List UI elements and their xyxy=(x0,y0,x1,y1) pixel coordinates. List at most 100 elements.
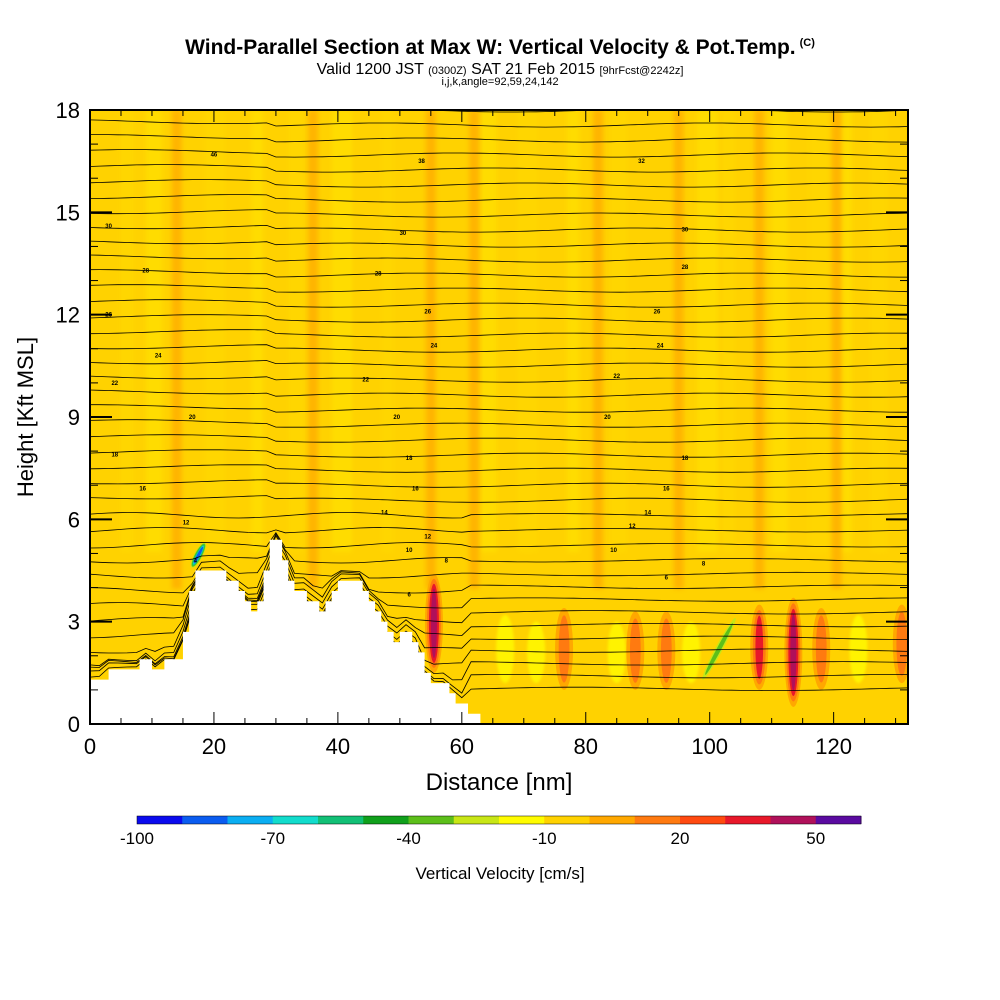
theta-contour-line xyxy=(90,329,908,338)
weak-band xyxy=(204,110,225,553)
theta-contour-line xyxy=(90,299,908,308)
theta-contour-label: 12 xyxy=(629,524,636,530)
theta-contour-label: 18 xyxy=(682,456,689,462)
theta-contour-line xyxy=(90,119,908,128)
colorbar-swatch xyxy=(408,816,455,824)
colorbar-tick-label: -10 xyxy=(532,829,557,848)
colorbar: -100 -70 -40 -10 20 50 xyxy=(120,815,862,848)
theta-contour-line xyxy=(90,149,908,158)
downdraft-column xyxy=(193,546,204,564)
theta-contour-label: 24 xyxy=(431,343,438,349)
x-tick-label: 20 xyxy=(202,734,226,759)
terrain xyxy=(90,539,908,724)
theta-contour-line xyxy=(90,134,908,143)
theta-contour-label: 28 xyxy=(682,265,689,271)
colorbar-title: Vertical Velocity [cm/s] xyxy=(415,864,585,883)
theta-contour-line xyxy=(90,90,908,97)
y-tick-label: 9 xyxy=(68,405,80,430)
theta-contour-label: 4 xyxy=(194,558,198,564)
weak-band xyxy=(840,110,853,553)
updraft-column xyxy=(790,614,797,691)
theta-contour-line xyxy=(90,224,908,233)
colorbar-swatch xyxy=(770,816,817,824)
moderate-band xyxy=(593,110,604,589)
weak-band xyxy=(871,110,888,553)
theta-contour-label: 8 xyxy=(445,558,449,564)
theta-contour-line xyxy=(90,164,908,173)
colorbar-tick-label: -40 xyxy=(396,829,421,848)
colorbar-tick-label: -100 xyxy=(120,829,154,848)
weak-band xyxy=(567,110,580,553)
theta-contour-label: 22 xyxy=(111,381,118,387)
weak-band xyxy=(771,110,788,553)
theta-contour-line xyxy=(90,419,908,428)
theta-contour-label: 28 xyxy=(375,272,382,278)
theta-contour-label: 28 xyxy=(142,268,149,274)
theta-contour-label: 20 xyxy=(393,415,400,421)
colorbar-swatch xyxy=(453,816,500,824)
weak-band xyxy=(121,110,134,553)
weak-band xyxy=(145,110,162,553)
colorbar-swatch xyxy=(680,816,726,824)
weak-updraft-cell xyxy=(849,614,868,684)
terrain-mask xyxy=(90,539,908,724)
theta-contour-label: 38 xyxy=(418,159,425,165)
x-tick-label: 80 xyxy=(574,734,598,759)
theta-contour-label: 30 xyxy=(105,224,112,230)
theta-contour-line xyxy=(90,479,908,488)
theta-contour-line xyxy=(90,404,908,413)
weak-band xyxy=(480,110,497,553)
theta-contour-line xyxy=(90,269,908,278)
valid-time-line: Valid 1200 JST (0300Z) SAT 21 Feb 2015 [… xyxy=(0,61,1000,79)
theta-contour-line xyxy=(90,194,908,203)
theta-contour-label: 12 xyxy=(424,534,431,540)
updraft-column xyxy=(558,615,570,683)
colorbar-swatch xyxy=(634,816,681,824)
theta-contour-label: 18 xyxy=(111,453,118,459)
colorbar-tick-label: -70 xyxy=(260,829,285,848)
valid-time-prefix: Valid 1200 JST xyxy=(316,61,424,78)
theta-contour-line xyxy=(90,434,908,443)
x-axis-label: Distance [nm] xyxy=(426,769,573,796)
theta-contour-line xyxy=(90,209,908,218)
updraft-column xyxy=(629,618,641,683)
weak-band xyxy=(288,110,305,553)
theta-contour-label: 24 xyxy=(155,354,162,360)
updraft-column xyxy=(430,588,437,658)
theta-contour-label: 14 xyxy=(381,511,388,517)
colorbar-swatch xyxy=(318,816,364,824)
valid-time-date: SAT 21 Feb 2015 xyxy=(471,61,595,78)
valid-time-zulu: (0300Z) xyxy=(428,65,467,77)
theta-contour-line xyxy=(90,495,908,503)
theta-contour-label: 26 xyxy=(654,309,661,315)
y-tick-label: 0 xyxy=(68,712,80,737)
theta-contour-label: 16 xyxy=(139,487,146,493)
theta-contour-label: 32 xyxy=(638,159,645,165)
copyright-mark: (C) xyxy=(799,37,815,49)
theta-contour-line xyxy=(90,240,908,248)
colorbar-swatch xyxy=(272,816,319,824)
weak-band xyxy=(722,110,735,553)
theta-contour-label: 16 xyxy=(412,487,419,493)
weak-band xyxy=(517,110,538,553)
theta-contour-line xyxy=(90,449,908,458)
moderate-band xyxy=(831,110,842,589)
theta-contour-label: 8 xyxy=(702,562,706,568)
theta-contour-label: 10 xyxy=(610,548,617,554)
y-tick-label: 6 xyxy=(68,507,80,532)
theta-contour-line xyxy=(90,531,908,549)
weak-band xyxy=(251,110,264,553)
weak-updraft-cell xyxy=(527,621,546,684)
updraft-column xyxy=(896,611,908,677)
moderate-band xyxy=(754,110,765,589)
theta-contour-label: 24 xyxy=(657,343,664,349)
theta-contour-line xyxy=(90,344,908,353)
x-tick-label: 100 xyxy=(691,734,728,759)
colorbar-swatch xyxy=(137,816,183,824)
theta-contour-line xyxy=(90,533,908,564)
colorbar-swatch xyxy=(815,816,862,824)
theta-contour-label: 22 xyxy=(362,377,369,383)
x-tick-label: 40 xyxy=(326,734,350,759)
theta-contour-label: 30 xyxy=(400,231,407,237)
